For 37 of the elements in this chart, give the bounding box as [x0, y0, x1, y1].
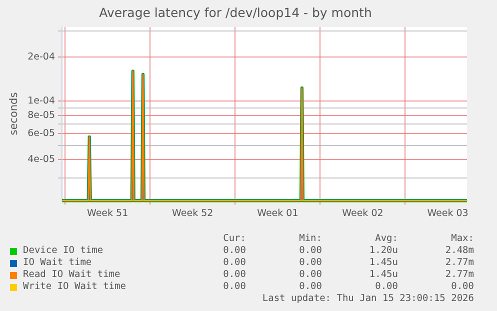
- text: 0.00: [222, 269, 246, 281]
- y-axis-title: seconds: [8, 92, 20, 136]
- x-tick-label: Week 52: [172, 208, 214, 219]
- chart-title: Average latency for /dev/loop14 - by month: [99, 4, 372, 20]
- y-tick-label: 8e-05: [28, 110, 56, 121]
- text: 0.00: [298, 245, 322, 257]
- legend-label: IO Wait time: [22, 257, 93, 269]
- text: 0.00: [450, 281, 474, 293]
- text: 1.45u: [368, 257, 398, 269]
- x-tick-label: Week 01: [257, 208, 298, 219]
- text: 0.00: [374, 281, 398, 293]
- y-tick-label: 4e-05: [28, 154, 56, 165]
- text: 0.00: [298, 257, 322, 269]
- text: 2.77m: [444, 257, 474, 269]
- text: Min:: [298, 233, 322, 245]
- text: Last update: Thu Jan 15 23:00:15 2026: [261, 293, 474, 305]
- text: 0.00: [222, 257, 246, 269]
- x-tick-label: Week 03: [427, 208, 468, 219]
- text: 0.00: [222, 245, 246, 257]
- text: 1.45u: [368, 269, 398, 281]
- legend-label: Write IO Wait time: [22, 281, 127, 293]
- legend-label: Device IO time: [22, 245, 104, 257]
- y-tick-label: 6e-05: [28, 128, 56, 140]
- text: Cur:: [222, 233, 246, 245]
- x-tick-label: Week 51: [86, 208, 128, 219]
- text: 0.00: [222, 281, 246, 293]
- text: 2.77m: [444, 269, 474, 281]
- text: 2.48m: [444, 245, 474, 257]
- text: 1.20u: [368, 245, 398, 257]
- text: 0.00: [298, 281, 322, 293]
- y-tick-label: 2e-04: [28, 51, 56, 62]
- text: 0.00: [298, 269, 322, 281]
- y-tick-label: 1e-04: [28, 96, 56, 107]
- text: Avg:: [374, 233, 398, 245]
- text: Max:: [450, 233, 474, 245]
- x-tick-label: Week 02: [342, 208, 384, 219]
- legend-label: Read IO Wait time: [22, 269, 122, 281]
